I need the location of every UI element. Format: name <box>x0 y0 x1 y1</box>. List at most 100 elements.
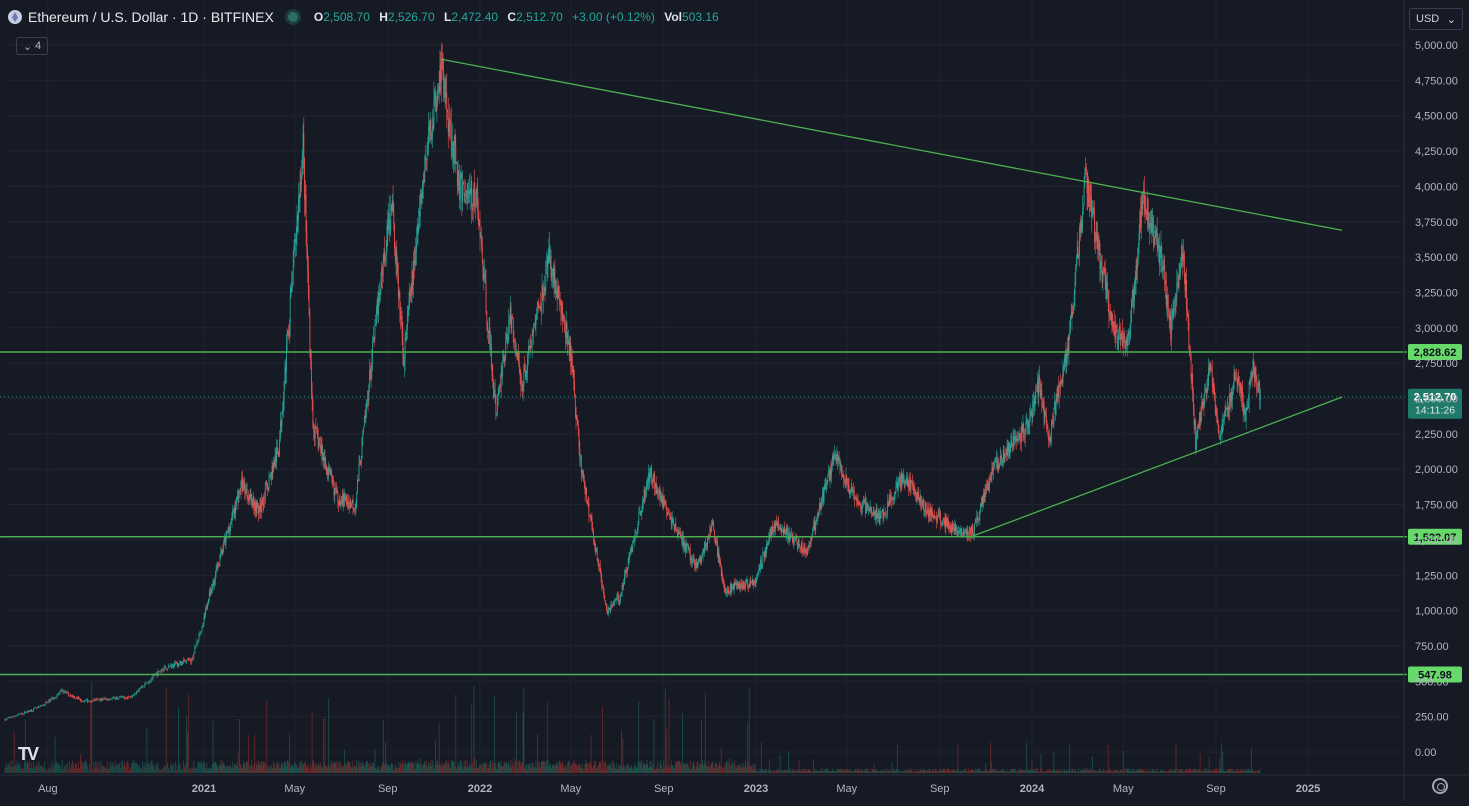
volume-bar <box>171 765 173 773</box>
volume-bar <box>304 762 305 773</box>
currency-select[interactable]: USD ⌄ <box>1409 8 1463 30</box>
volume-bar <box>1057 769 1059 773</box>
candle-body <box>844 479 845 483</box>
candle-body <box>327 469 329 475</box>
candle-body <box>217 562 219 568</box>
candle-body <box>1130 322 1132 329</box>
candle-body <box>629 553 631 558</box>
volume-bar <box>130 767 131 773</box>
volume-bar <box>102 765 104 773</box>
candle-body <box>763 552 764 553</box>
candle-body <box>208 591 210 600</box>
candle-body <box>1222 420 1224 424</box>
volume-bar <box>448 763 450 773</box>
volume-bar <box>1077 771 1079 773</box>
candle-body <box>487 322 488 331</box>
volume-bar <box>1039 771 1040 773</box>
candle-body <box>940 523 942 525</box>
price-axis[interactable]: 0.00250.00500.00750.001,000.001,250.001,… <box>1403 0 1458 801</box>
symbol-title[interactable]: Ethereum / U.S. Dollar · 1D · BITFINEX <box>28 9 274 25</box>
candle-body <box>588 504 590 517</box>
volume-bar <box>1232 769 1233 773</box>
candle-body <box>434 91 436 104</box>
candle-body <box>952 527 954 530</box>
volume-bar <box>1111 769 1113 773</box>
volume-bar <box>603 760 605 773</box>
time-axis[interactable]: Aug 2021 May Sep 2022 May Sep 2023 May Sep 2024 May… <box>0 774 1469 795</box>
volume-bar <box>720 766 721 773</box>
candle-body <box>1199 412 1200 428</box>
volume-bar <box>1235 769 1237 773</box>
volume-bar <box>701 720 702 773</box>
candle-body <box>385 256 386 261</box>
candle-body <box>128 696 129 698</box>
candle-body <box>640 511 642 514</box>
candle-body <box>990 476 991 481</box>
volume-bar <box>1198 770 1200 773</box>
volume-bar <box>991 769 993 773</box>
candle-body <box>537 301 539 307</box>
candle-body <box>263 499 265 507</box>
volume-bar <box>523 687 525 773</box>
candle-body <box>12 716 14 718</box>
volume-bar <box>955 771 957 773</box>
candle-body <box>1209 364 1211 370</box>
volume-bar <box>786 770 788 773</box>
volume-bar <box>1249 771 1251 773</box>
candle-body <box>166 668 168 670</box>
volume-bar <box>480 763 482 773</box>
volume-bar <box>772 769 774 773</box>
volume-bar <box>1134 771 1136 773</box>
candle-body <box>233 507 235 514</box>
candle-body <box>391 200 393 212</box>
volume-bar <box>828 769 829 773</box>
candle-body <box>926 512 928 514</box>
candle-body <box>1007 447 1009 453</box>
volume-bar <box>609 767 611 773</box>
candle-body <box>849 490 851 495</box>
volume-bar <box>1209 770 1211 773</box>
candle-body <box>304 195 306 200</box>
candle-body <box>929 507 931 515</box>
volume-bar <box>866 768 868 773</box>
candle-body <box>93 699 95 702</box>
volume-bar <box>1149 771 1151 773</box>
volume-bar <box>669 765 671 773</box>
candle-body <box>117 698 119 700</box>
volume-bar <box>565 769 567 773</box>
volume-bar <box>1168 769 1170 773</box>
volume-bar <box>532 763 534 773</box>
candle-body <box>878 510 879 519</box>
volume-bar <box>380 767 382 773</box>
volume-bar <box>210 767 212 773</box>
settings-gear-icon[interactable] <box>1432 778 1448 794</box>
market-status-icon[interactable] <box>287 12 298 22</box>
volume-bar <box>426 765 428 773</box>
volume-bar <box>1012 769 1014 773</box>
volume-bar <box>91 682 93 773</box>
volume-bar <box>1099 770 1101 773</box>
trendlines[interactable] <box>440 58 1343 538</box>
volume-bar <box>567 761 569 773</box>
volume-bar <box>1087 767 1089 773</box>
volume-bar <box>317 765 318 773</box>
volume-bar <box>156 764 158 773</box>
indicators-toggle-button[interactable]: ⌄ 4 <box>16 37 48 55</box>
volume-bar <box>258 760 259 773</box>
tradingview-logo-icon[interactable]: TV <box>18 744 39 764</box>
candle-body <box>202 622 204 628</box>
volume-bar <box>205 768 206 773</box>
volume-bar <box>531 766 532 773</box>
candle-body <box>1223 414 1225 420</box>
candle-body <box>241 476 243 482</box>
volume-bar <box>1079 770 1081 773</box>
candle-body <box>579 447 581 459</box>
candle-body <box>953 527 955 532</box>
volume-bar <box>473 685 475 773</box>
candle-body <box>1134 280 1135 301</box>
candle-body <box>1136 265 1138 269</box>
volume-bar <box>70 764 72 773</box>
